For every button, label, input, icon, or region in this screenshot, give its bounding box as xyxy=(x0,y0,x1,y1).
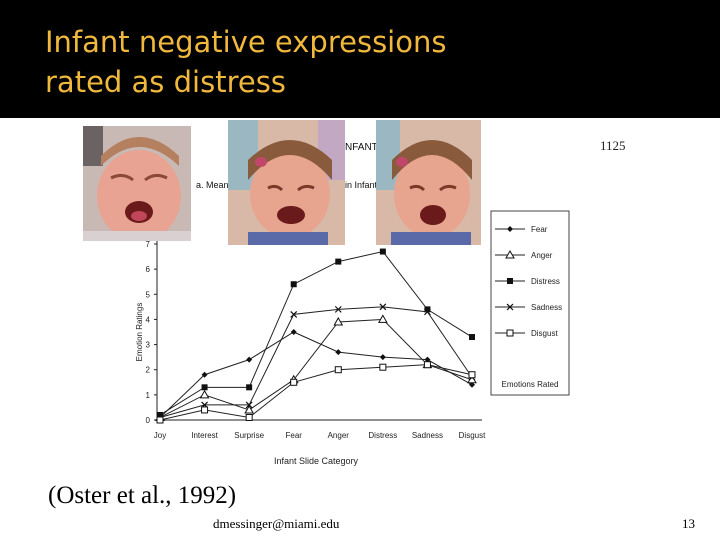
x-tick-label: Distress xyxy=(368,431,397,440)
point-disgust xyxy=(468,371,476,379)
y-tick-label: 2 xyxy=(146,366,151,375)
point-disgust xyxy=(423,361,431,369)
point-fear xyxy=(246,356,253,363)
legend-marker-fear xyxy=(507,226,513,232)
point-fear xyxy=(201,371,208,378)
point-disgust xyxy=(334,366,342,374)
point-fear xyxy=(424,356,431,363)
point-distress xyxy=(290,281,297,288)
y-axis-label: Emotion Ratings xyxy=(135,303,144,362)
point-anger xyxy=(377,314,388,323)
legend-label-disgust: Disgust xyxy=(531,329,558,338)
point-distress xyxy=(424,306,431,313)
title-line-1: Infant negative expressions xyxy=(45,25,447,59)
x-tick-label: Interest xyxy=(191,431,218,440)
x-tick-label: Joy xyxy=(154,431,166,440)
point-sadness xyxy=(379,303,387,311)
point-sadness xyxy=(290,310,298,318)
point-distress xyxy=(335,258,342,265)
y-tick-label: 3 xyxy=(146,341,151,350)
point-distress xyxy=(379,248,386,255)
y-tick-label: 5 xyxy=(146,290,151,299)
chart-axes: 0 1 2 3 4 5 6 7 Joy Interest Surprise Fear Anger Dist… xyxy=(135,238,486,466)
point-disgust xyxy=(379,363,387,371)
point-disgust xyxy=(245,413,253,421)
legend-title: Emotions Rated xyxy=(502,380,559,389)
point-fear xyxy=(290,329,297,335)
point-sadness xyxy=(245,401,253,409)
point-fear xyxy=(335,349,342,356)
series-line-disgust xyxy=(159,364,473,421)
fragment-infant: NFANT xyxy=(345,142,378,153)
legend-marker-disgust xyxy=(506,329,514,337)
point-anger xyxy=(244,404,255,414)
x-axis-label: Infant Slide Category xyxy=(274,456,359,466)
x-tick-label: Fear xyxy=(285,431,302,440)
slide-number: 13 xyxy=(682,516,695,531)
y-tick-label: 0 xyxy=(146,416,151,425)
citation: (Oster et al., 1992) xyxy=(48,482,237,509)
y-tick-label: 1 xyxy=(146,391,151,400)
title-line-2: rated as distress xyxy=(45,65,286,99)
point-fear xyxy=(469,381,475,388)
slide-title: Infant negative expressions rated as dis… xyxy=(45,22,446,102)
legend-label-anger: Anger xyxy=(531,251,553,260)
legend-marker-sadness xyxy=(506,303,514,311)
series-distress xyxy=(157,248,475,418)
fragment-mean: a. Mean xyxy=(196,180,229,190)
y-tick-label: 6 xyxy=(146,265,151,274)
legend-label-distress: Distress xyxy=(531,277,560,286)
legend-marker-distress xyxy=(507,278,513,284)
footer-email: dmessinger@miami.edu xyxy=(213,516,340,531)
legend-label-sadness: Sadness xyxy=(531,303,562,312)
infant-photo-3 xyxy=(376,120,481,245)
series-line-distress xyxy=(159,250,473,416)
page-number: 1125 xyxy=(600,138,626,153)
series-line-sadness xyxy=(159,306,473,418)
point-disgust xyxy=(290,378,298,386)
series-line-fear xyxy=(159,331,473,418)
point-sadness xyxy=(424,308,431,316)
point-distress xyxy=(201,384,208,391)
x-tick-label: Sadness xyxy=(412,431,443,440)
legend-label-fear: Fear xyxy=(531,225,548,234)
point-disgust xyxy=(201,406,209,414)
point-distress xyxy=(469,334,475,341)
legend-box xyxy=(490,210,570,396)
x-tick-label: Surprise xyxy=(234,431,264,440)
infant-photo-1 xyxy=(83,126,191,241)
point-sadness xyxy=(334,305,342,313)
point-anger xyxy=(199,389,210,399)
point-disgust xyxy=(156,416,164,424)
point-fear xyxy=(379,354,386,361)
x-tick-label: Disgust xyxy=(459,431,486,440)
chart-series xyxy=(155,248,477,424)
chart-legend: Fear Anger Distress Sadness Disgust Emotions … xyxy=(490,210,570,396)
x-tick-label: Anger xyxy=(328,431,350,440)
series-line-anger xyxy=(159,318,473,418)
fragment-infant-f: in Infant F xyxy=(345,180,386,190)
infant-photo-2 xyxy=(228,120,345,245)
title-bar xyxy=(0,0,720,118)
legend-marker-anger xyxy=(505,249,515,259)
point-distress xyxy=(246,384,253,391)
y-tick-label: 7 xyxy=(146,240,151,249)
point-anger xyxy=(333,316,344,326)
series-disgust xyxy=(156,361,476,424)
point-distress xyxy=(157,411,163,418)
y-tick-label: 4 xyxy=(146,315,151,324)
